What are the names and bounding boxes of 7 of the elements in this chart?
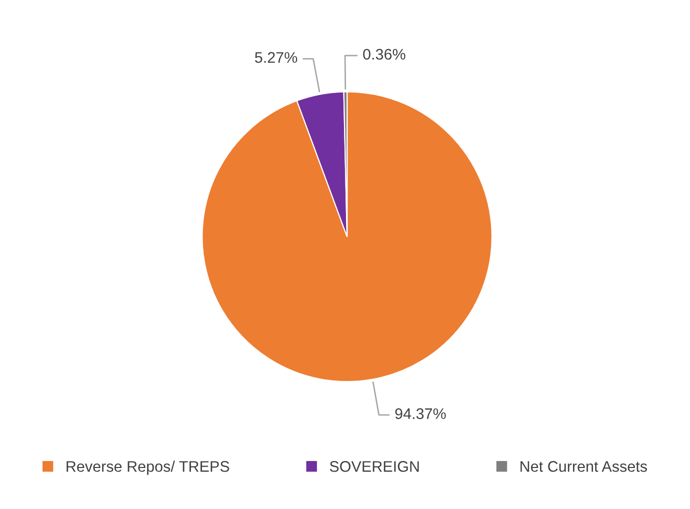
pie-slice bbox=[202, 91, 493, 382]
legend-label: Net Current Assets bbox=[520, 461, 647, 472]
legend-label: SOVEREIGN bbox=[330, 461, 419, 472]
data-label: 94.37% bbox=[395, 408, 446, 420]
legend-label: Reverse Repos/ TREPS bbox=[66, 460, 230, 475]
data-label: 0.36% bbox=[363, 48, 406, 60]
data-label: 5.27% bbox=[254, 52, 298, 63]
